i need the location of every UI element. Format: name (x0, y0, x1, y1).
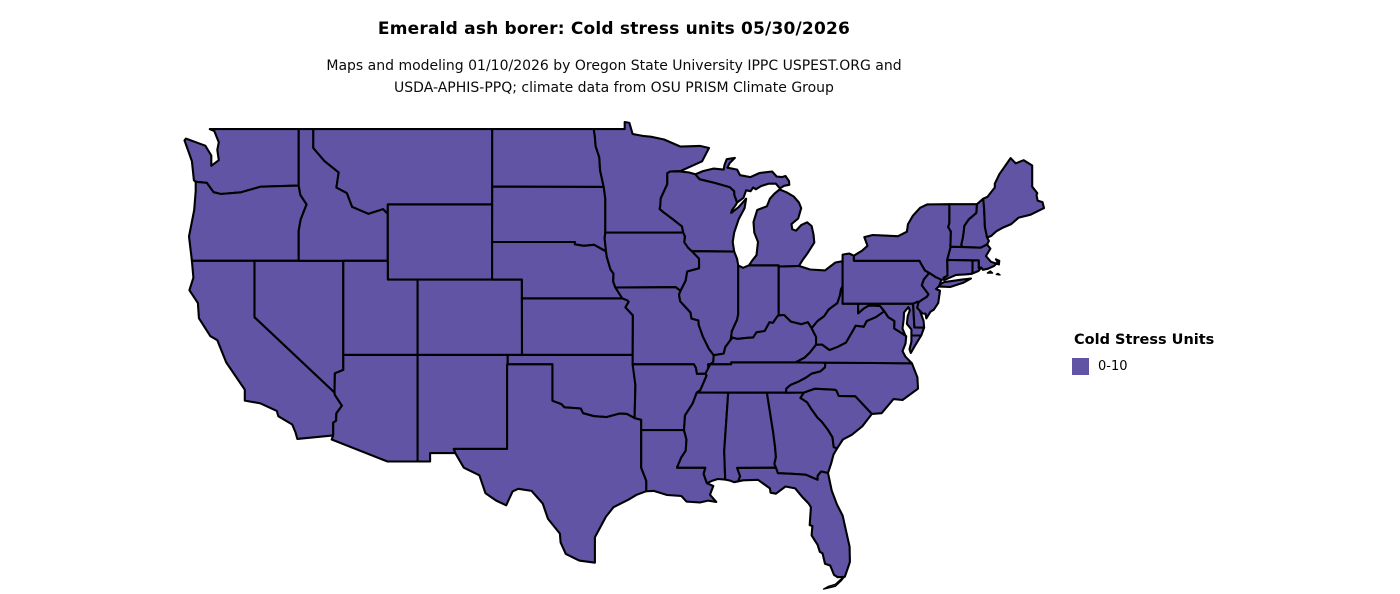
state-maine (982, 157, 1046, 239)
state-texas (452, 363, 648, 564)
legend: Cold Stress Units 0-10 (1072, 332, 1214, 375)
state-florida (736, 466, 851, 579)
state-virginia-eastern-shore (908, 334, 923, 355)
state-florida-keys (822, 577, 845, 590)
figure-subtitle: Maps and modeling 01/10/2026 by Oregon S… (0, 55, 1228, 99)
state-connecticut (942, 258, 974, 281)
state-north-dakota (491, 128, 605, 188)
state-wyoming (386, 203, 494, 281)
state-maryland (857, 302, 926, 337)
state-new-mexico (416, 353, 509, 463)
state-new-york-long-island (938, 277, 973, 289)
state-marthas-vineyard (986, 270, 994, 274)
state-arizona (330, 353, 419, 463)
legend-item-label: 0-10 (1098, 359, 1128, 374)
state-north-carolina (784, 361, 920, 415)
state-nantucket (995, 272, 1001, 276)
state-michigan-upper (694, 156, 791, 204)
state-kansas (520, 297, 634, 356)
figure-subtitle-line2: USDA-APHIS-PPQ; climate data from OSU PR… (394, 80, 834, 96)
legend-title: Cold Stress Units (1074, 332, 1215, 348)
figure-title: Emerald ash borer: Cold stress units 05/… (377, 19, 851, 39)
legend-item: 0-10 (1072, 358, 1214, 375)
state-michigan-lower (747, 188, 816, 268)
legend-swatch-0-10 (1072, 358, 1089, 375)
state-colorado (416, 278, 524, 356)
state-oregon (187, 180, 308, 262)
figure-subtitle-line1: Maps and modeling 01/10/2026 by Oregon S… (326, 58, 902, 74)
